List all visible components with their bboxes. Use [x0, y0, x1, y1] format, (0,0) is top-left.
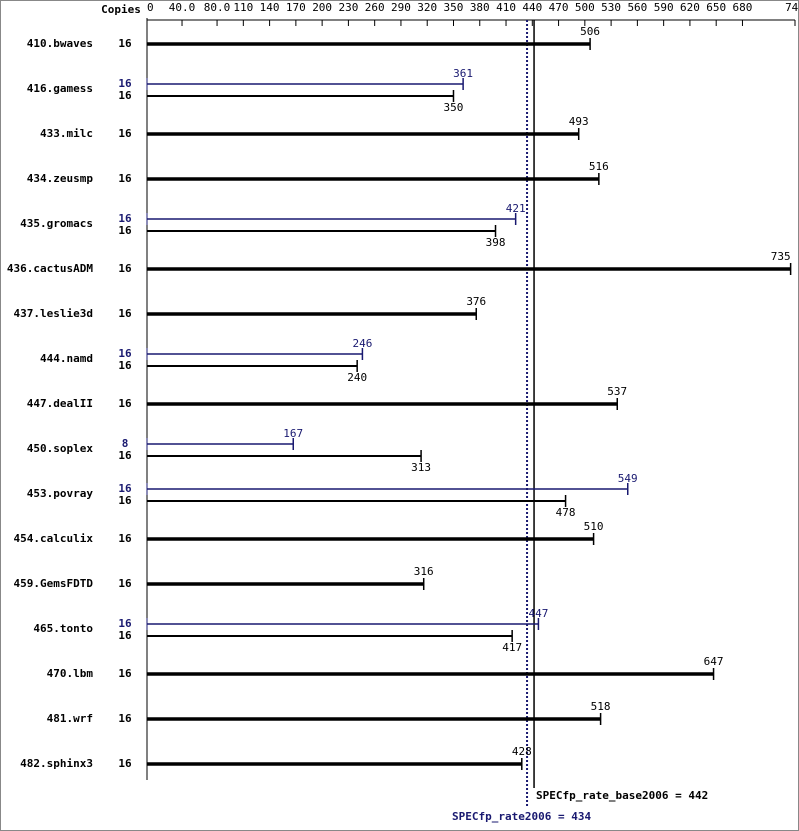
- benchmark-label: 450.soplex: [27, 442, 94, 455]
- x-tick-label: 0: [147, 1, 154, 14]
- value-label: 361: [453, 67, 473, 80]
- x-tick-label: 110: [233, 1, 253, 14]
- benchmark-label: 434.zeusmp: [27, 172, 94, 185]
- benchmark-label: 459.GemsFDTD: [14, 577, 94, 590]
- copies-value: 16: [118, 347, 132, 360]
- x-tick-label: 620: [680, 1, 700, 14]
- copies-value: 16: [118, 37, 132, 50]
- benchmark-label: 454.calculix: [14, 532, 94, 545]
- value-label: 417: [502, 641, 522, 654]
- benchmark-label: 435.gromacs: [20, 217, 93, 230]
- copies-value: 16: [118, 577, 132, 590]
- value-label: 647: [704, 655, 724, 668]
- copies-value: 16: [118, 172, 132, 185]
- x-tick-label: 230: [338, 1, 358, 14]
- x-tick-label: 380: [470, 1, 490, 14]
- x-tick-label: 560: [627, 1, 647, 14]
- value-label: 549: [618, 472, 638, 485]
- x-tick-label: 80.0: [204, 1, 231, 14]
- x-tick-label: 200: [312, 1, 332, 14]
- copies-value: 16: [118, 449, 132, 462]
- benchmark-label: 416.gamess: [27, 82, 93, 95]
- value-label: 313: [411, 461, 431, 474]
- benchmark-label: 444.namd: [40, 352, 93, 365]
- value-label: 428: [512, 745, 532, 758]
- copies-value: 16: [118, 667, 132, 680]
- value-label: 240: [347, 371, 367, 384]
- value-label: 510: [584, 520, 604, 533]
- x-tick-label: 170: [286, 1, 306, 14]
- x-tick-label: 440: [522, 1, 542, 14]
- copies-value: 16: [118, 359, 132, 372]
- value-label: 478: [556, 506, 576, 519]
- x-tick-label: 470: [549, 1, 569, 14]
- copies-value: 16: [118, 262, 132, 275]
- x-tick-label: 290: [391, 1, 411, 14]
- x-tick-label: 40.0: [169, 1, 196, 14]
- x-tick-label: 680: [733, 1, 753, 14]
- value-label: 376: [466, 295, 486, 308]
- value-label: 506: [580, 25, 600, 38]
- copies-value: 8: [122, 437, 129, 450]
- benchmark-label: 447.dealII: [27, 397, 93, 410]
- copies-header: Copies: [101, 3, 141, 16]
- value-label: 316: [414, 565, 434, 578]
- x-tick-label: 650: [706, 1, 726, 14]
- copies-value: 16: [118, 307, 132, 320]
- copies-value: 16: [118, 89, 132, 102]
- copies-value: 16: [118, 397, 132, 410]
- x-tick-label: 410: [496, 1, 516, 14]
- copies-value: 16: [118, 494, 132, 507]
- copies-value: 16: [118, 532, 132, 545]
- copies-value: 16: [118, 77, 132, 90]
- benchmark-label: 436.cactusADM: [7, 262, 93, 275]
- x-tick-label: 140: [260, 1, 280, 14]
- x-tick-label: 350: [444, 1, 464, 14]
- value-label: 735: [771, 250, 791, 263]
- benchmark-label: 482.sphinx3: [20, 757, 93, 770]
- benchmark-label: 453.povray: [27, 487, 94, 500]
- copies-value: 16: [118, 212, 132, 225]
- value-label: 493: [569, 115, 589, 128]
- x-tick-label: 500: [575, 1, 595, 14]
- x-tick-label: 590: [654, 1, 674, 14]
- value-label: 421: [506, 202, 526, 215]
- copies-value: 16: [118, 757, 132, 770]
- copies-value: 16: [118, 482, 132, 495]
- value-label: 350: [444, 101, 464, 114]
- benchmark-label: 410.bwaves: [27, 37, 93, 50]
- copies-value: 16: [118, 127, 132, 140]
- copies-value: 16: [118, 617, 132, 630]
- x-tick-label: 530: [601, 1, 621, 14]
- value-label: 516: [589, 160, 609, 173]
- value-label: 537: [607, 385, 627, 398]
- value-label: 447: [528, 607, 548, 620]
- x-tick-label: 320: [417, 1, 437, 14]
- value-label: 167: [283, 427, 303, 440]
- reference-label: SPECfp_rate2006 = 434: [452, 810, 591, 823]
- benchmark-label: 481.wrf: [47, 712, 93, 725]
- value-label: 398: [486, 236, 506, 249]
- copies-value: 16: [118, 629, 132, 642]
- benchmark-label: 437.leslie3d: [14, 307, 93, 320]
- benchmark-label: 465.tonto: [33, 622, 93, 635]
- benchmark-label: 433.milc: [40, 127, 93, 140]
- x-tick-label: 260: [365, 1, 385, 14]
- benchmark-label: 470.lbm: [47, 667, 94, 680]
- copies-value: 16: [118, 712, 132, 725]
- copies-value: 16: [118, 224, 132, 237]
- value-label: 518: [591, 700, 611, 713]
- value-label: 246: [352, 337, 372, 350]
- x-tick-label: 740: [785, 1, 799, 14]
- reference-label: SPECfp_rate_base2006 = 442: [536, 789, 708, 802]
